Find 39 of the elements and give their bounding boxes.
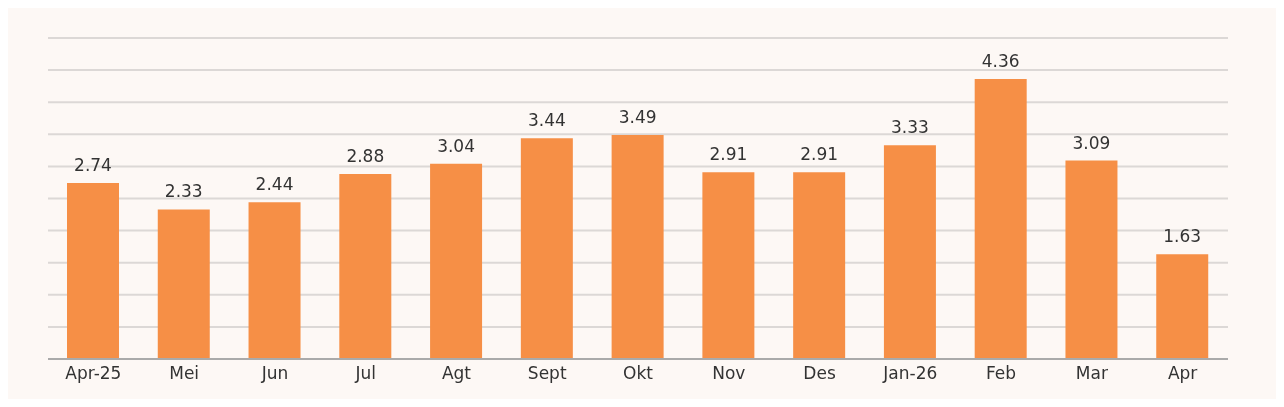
data-label: 2.91: [709, 144, 748, 165]
x-tick-label: Jun: [260, 363, 289, 384]
bar: [793, 172, 846, 359]
data-label: 3.49: [618, 106, 657, 127]
bar: [430, 163, 483, 359]
bar: [611, 134, 664, 359]
x-tick-label: Okt: [623, 363, 654, 384]
x-tick-label: Des: [803, 363, 836, 384]
data-label: 2.33: [164, 181, 203, 202]
x-tick-label: Nov: [712, 363, 746, 384]
bar: [702, 172, 755, 359]
bar: [883, 145, 936, 359]
bar: [1156, 254, 1209, 359]
x-tick-label: Feb: [986, 363, 1017, 384]
x-tick-label: Sept: [527, 363, 567, 384]
bar: [248, 202, 301, 359]
data-label: 1.63: [1163, 226, 1202, 247]
bar: [974, 79, 1027, 359]
x-tick-label: Apr: [1167, 363, 1198, 384]
bar: [157, 209, 210, 359]
x-tick-label: Apr-25: [65, 363, 122, 384]
bar: [520, 138, 573, 359]
x-tick-label: Jan-26: [882, 363, 938, 384]
bar: [67, 183, 119, 359]
bar: [339, 174, 392, 359]
data-label: 2.44: [255, 174, 294, 195]
data-label: 4.36: [981, 51, 1020, 72]
x-tick-label: Mei: [169, 363, 200, 384]
x-tick-label: Jul: [354, 363, 376, 384]
x-tick-label: Mar: [1075, 363, 1108, 384]
x-tick-label: Agt: [441, 363, 472, 384]
data-label: 3.04: [437, 135, 476, 156]
data-label: 3.44: [527, 110, 566, 131]
bar: [1065, 160, 1118, 359]
data-label: 3.09: [1072, 132, 1111, 153]
data-label: 2.74: [74, 155, 112, 176]
data-label: 3.33: [890, 117, 929, 138]
data-label: 2.88: [346, 146, 385, 167]
data-label: 2.91: [800, 144, 839, 165]
